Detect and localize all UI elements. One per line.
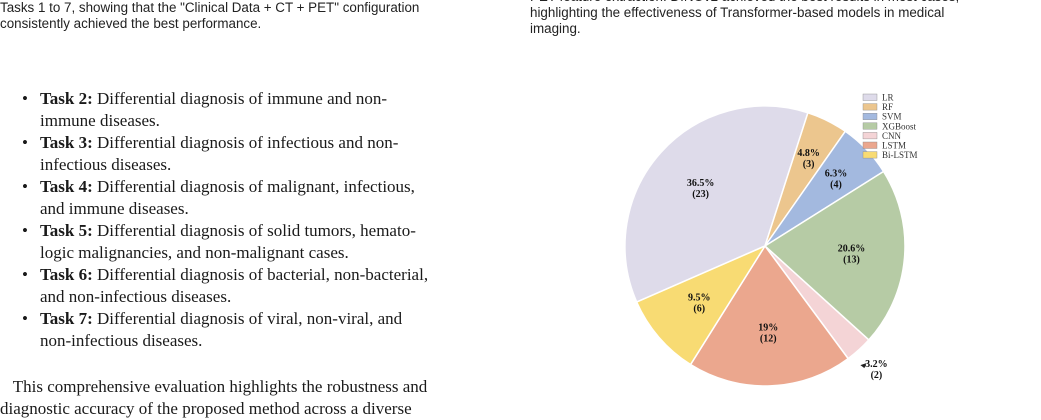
task-text: non-infectious diseases. <box>40 331 203 350</box>
task-line: Task 3: Differential diagnosis of infect… <box>40 132 528 154</box>
legend-swatch <box>862 141 878 149</box>
task-text: Differential diagnosis of immune and non… <box>97 89 388 108</box>
task-text: Differential diagnosis of solid tumors, … <box>97 221 416 240</box>
pie-label-count: (6) <box>693 304 705 315</box>
task-item: • Task 5: Differential diagnosis of solid… <box>0 220 528 264</box>
pie-slice-xgboost <box>763 170 906 341</box>
task-line: immune diseases. <box>40 110 528 132</box>
pie-slice-lr <box>624 105 809 303</box>
legend-label: RF <box>882 102 893 112</box>
task-text: Differential diagnosis of malignant, inf… <box>97 177 415 196</box>
bullet-icon: • <box>22 265 28 284</box>
task-item: • Task 3: Differential diagnosis of infec… <box>0 132 528 176</box>
pie-label-count: (2) <box>871 370 883 381</box>
pie-label-count: (23) <box>692 189 709 200</box>
bullet-icon: • <box>22 177 28 196</box>
task-label: Task 3: <box>40 133 93 152</box>
pie-label-count: (4) <box>830 179 842 190</box>
pie-label-percent: 36.5% <box>687 178 715 189</box>
caption-line: PET feature extraction. DINOv2 achieved … <box>530 0 1041 5</box>
paragraph-line: diagnostic accuracy of the proposed meth… <box>0 399 412 418</box>
caption-line: consistently achieved the best performan… <box>0 16 262 31</box>
bullet-icon: • <box>22 133 28 152</box>
task-text: Differential diagnosis of viral, non-vir… <box>97 309 403 328</box>
legend-label: XGBoost <box>882 121 917 131</box>
legend-swatch <box>862 151 878 159</box>
task-text: Differential diagnosis of bacterial, non… <box>97 265 429 284</box>
task-text: and non-infectious diseases. <box>40 287 232 306</box>
task-text: Differential diagnosis of infectious and… <box>97 133 399 152</box>
task-text: infectious diseases. <box>40 155 172 174</box>
task-line: Task 2: Differential diagnosis of immune… <box>40 88 528 110</box>
legend-label: SVM <box>882 112 902 122</box>
task-label: Task 6: <box>40 265 93 284</box>
figure-caption-right: PET feature extraction. DINOv2 achieved … <box>530 0 1041 37</box>
pie-slice-bi-lstm <box>635 244 767 366</box>
task-line: logic malignancies, and non-malignant ca… <box>40 242 528 264</box>
task-line: Task 7: Differential diagnosis of viral,… <box>40 308 528 330</box>
task-line: Task 4: Differential diagnosis of malign… <box>40 176 528 198</box>
pie-label-percent: 3.2% <box>865 359 888 370</box>
task-line: non-infectious diseases. <box>40 330 528 352</box>
task-line: infectious diseases. <box>40 154 528 176</box>
task-label: Task 2: <box>40 89 93 108</box>
paragraph-line: This comprehensive evaluation highlights… <box>0 377 428 396</box>
task-label: Task 4: <box>40 177 93 196</box>
pie-label-percent: 9.5% <box>688 293 711 304</box>
legend-label: CNN <box>882 131 902 141</box>
figure-caption-left: Tasks 1 to 7, showing that the "Clinical… <box>0 0 512 32</box>
legend-swatch <box>862 103 878 111</box>
bullet-icon: • <box>22 221 28 240</box>
task-line: Task 5: Differential diagnosis of solid … <box>40 220 528 242</box>
task-label: Task 7: <box>40 309 93 328</box>
pie-label-percent: 4.8% <box>797 148 820 159</box>
pie-slice-lstm <box>689 244 850 387</box>
task-line: and immune diseases. <box>40 198 528 220</box>
pie-label-percent: 19% <box>758 323 778 334</box>
caption-line: imaging. <box>530 21 581 36</box>
legend-swatch <box>862 122 878 130</box>
bullet-icon: • <box>22 89 28 108</box>
legend-swatch <box>862 113 878 120</box>
task-item: • Task 7: Differential diagnosis of viral… <box>0 308 528 352</box>
pie-label-count: (3) <box>803 159 815 170</box>
task-text: and immune diseases. <box>40 199 189 218</box>
legend-label: LSTM <box>882 141 906 151</box>
task-text: immune diseases. <box>40 111 160 130</box>
caption-line: Tasks 1 to 7, showing that the "Clinical… <box>0 0 420 15</box>
pie-label-count: (13) <box>843 255 860 266</box>
task-text: logic malignancies, and non-malignant ca… <box>40 243 349 262</box>
pie-chart: 36.5%(23) 4.8%(3) 6.3%(4) 20.6%(13) 3.2%(2) 1… <box>624 93 918 387</box>
task-item: • Task 2: Differential diagnosis of immun… <box>0 88 528 132</box>
body-paragraph: This comprehensive evaluation highlights… <box>0 376 528 420</box>
pointer-arrow-icon <box>860 363 867 369</box>
legend-swatch <box>862 93 878 101</box>
legend-swatch <box>862 132 878 140</box>
task-list: • Task 2: Differential diagnosis of immun… <box>0 88 528 352</box>
caption-line: highlighting the effectiveness of Transf… <box>530 5 945 20</box>
task-label: Task 5: <box>40 221 93 240</box>
task-line: and non-infectious diseases. <box>40 286 528 308</box>
task-line: Task 6: Differential diagnosis of bacter… <box>40 264 528 286</box>
legend-label: Bi-LSTM <box>882 150 918 160</box>
bullet-icon: • <box>22 309 28 328</box>
pie-label-percent: 6.3% <box>825 168 848 179</box>
pie-label-percent: 20.6% <box>838 244 866 255</box>
pie-label-count: (12) <box>760 334 777 345</box>
task-item: • Task 6: Differential diagnosis of bacte… <box>0 264 528 308</box>
legend-label: LR <box>882 93 894 103</box>
task-item: • Task 4: Differential diagnosis of malig… <box>0 176 528 220</box>
